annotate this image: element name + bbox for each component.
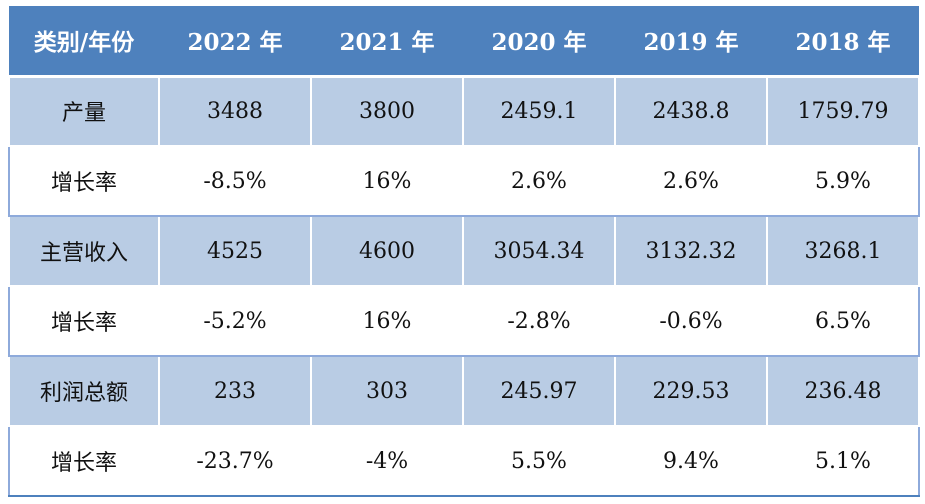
- table-row: 增长率 -5.2% 16% -2.8% -0.6% 6.5%: [8, 285, 920, 357]
- table-cell: 9.4%: [614, 425, 768, 497]
- table-cell: 229.53: [614, 355, 768, 427]
- table-cell: 236.48: [766, 355, 920, 427]
- row-label: 增长率: [8, 425, 160, 497]
- table-cell: 245.97: [462, 355, 616, 427]
- table-cell: 3132.32: [614, 215, 768, 287]
- table-cell: 5.9%: [766, 145, 920, 217]
- table-cell: 4525: [158, 215, 312, 287]
- table-cell: 233: [158, 355, 312, 427]
- table-row: 利润总额 233 303 245.97 229.53 236.48: [8, 355, 920, 427]
- table-row: 产量 3488 3800 2459.1 2438.8 1759.79: [8, 75, 920, 147]
- table-cell: 5.5%: [462, 425, 616, 497]
- table-cell: 16%: [310, 145, 464, 217]
- table-cell: 3800: [310, 75, 464, 147]
- table-cell: 3268.1: [766, 215, 920, 287]
- header-year-2019: 2019 年: [615, 6, 767, 78]
- table-cell: -2.8%: [462, 285, 616, 357]
- table-cell: 3488: [158, 75, 312, 147]
- table-row: 增长率 -23.7% -4% 5.5% 9.4% 5.1%: [8, 425, 920, 497]
- table-row: 主营收入 4525 4600 3054.34 3132.32 3268.1: [8, 215, 920, 287]
- row-label: 主营收入: [8, 215, 160, 287]
- table-cell: 2459.1: [462, 75, 616, 147]
- table-cell: 16%: [310, 285, 464, 357]
- data-table: 类别/年份 2022 年 2021 年 2020 年 2019 年 2018 年…: [8, 6, 920, 497]
- header-year-2022: 2022 年: [159, 6, 311, 78]
- row-label: 产量: [8, 75, 160, 147]
- table-cell: 4600: [310, 215, 464, 287]
- header-year-2018: 2018 年: [767, 6, 919, 78]
- table-cell: -4%: [310, 425, 464, 497]
- table-cell: 3054.34: [462, 215, 616, 287]
- row-label: 增长率: [8, 285, 160, 357]
- table-cell: 5.1%: [766, 425, 920, 497]
- row-label: 利润总额: [8, 355, 160, 427]
- table-cell: 2.6%: [614, 145, 768, 217]
- header-year-2020: 2020 年: [463, 6, 615, 78]
- header-year-2021: 2021 年: [311, 6, 463, 78]
- table-row: 增长率 -8.5% 16% 2.6% 2.6% 5.9%: [8, 145, 920, 217]
- table-cell: 303: [310, 355, 464, 427]
- row-label: 增长率: [8, 145, 160, 217]
- table-cell: -5.2%: [158, 285, 312, 357]
- header-category-year: 类别/年份: [9, 6, 159, 78]
- table-cell: -0.6%: [614, 285, 768, 357]
- table-cell: 2438.8: [614, 75, 768, 147]
- table-cell: 2.6%: [462, 145, 616, 217]
- table-header-row: 类别/年份 2022 年 2021 年 2020 年 2019 年 2018 年: [9, 6, 919, 78]
- table-cell: -23.7%: [158, 425, 312, 497]
- table-cell: -8.5%: [158, 145, 312, 217]
- table-cell: 1759.79: [766, 75, 920, 147]
- table-cell: 6.5%: [766, 285, 920, 357]
